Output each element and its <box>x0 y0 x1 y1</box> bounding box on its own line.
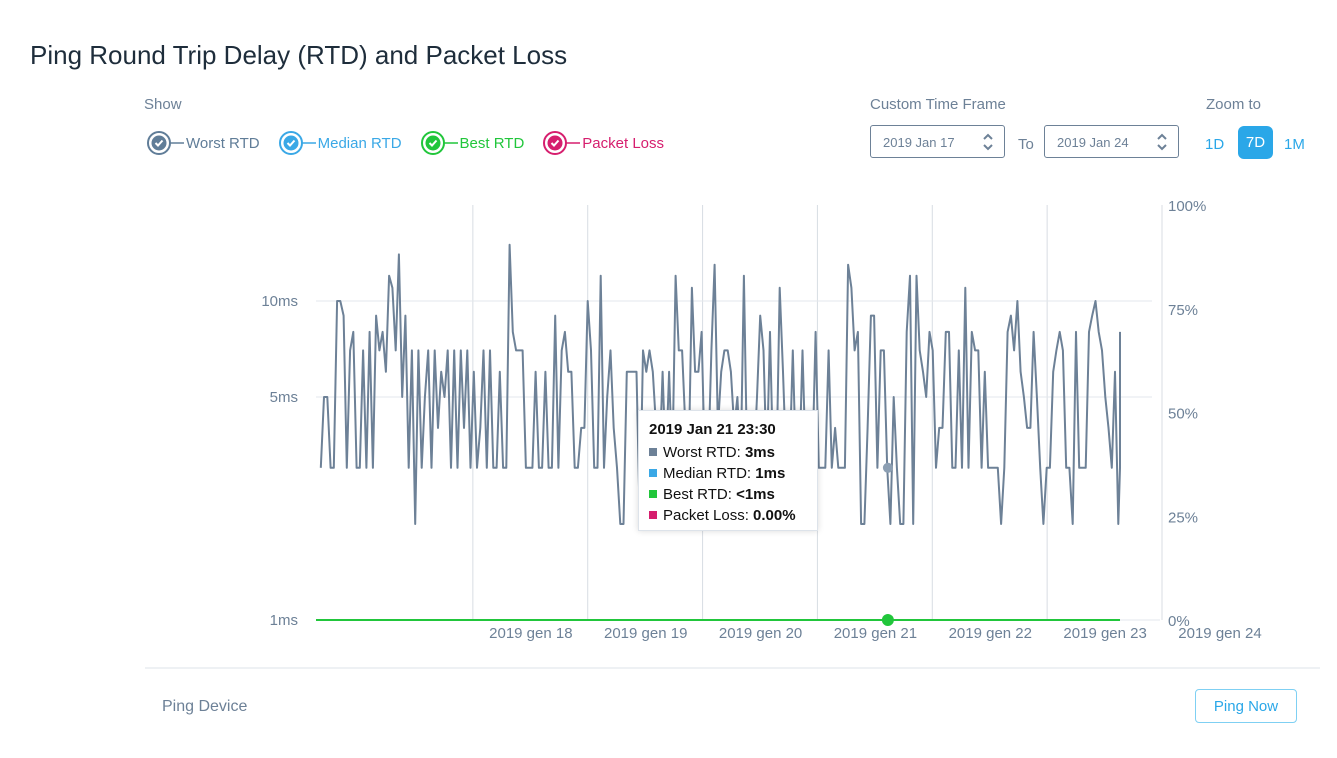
ping-device-label: Ping Device <box>162 698 248 715</box>
y-left-tick-label: 1ms <box>270 612 298 629</box>
spinner-arrows-icon[interactable] <box>1156 132 1168 152</box>
y-right-tick-label: 75% <box>1168 302 1198 319</box>
date-from-value: 2019 Jan 17 <box>883 135 955 150</box>
chart-tooltip: 2019 Jan 21 23:30 Worst RTD: 3ms Median … <box>638 410 818 531</box>
tooltip-swatch <box>649 469 657 478</box>
tooltip-row-value: 1ms <box>755 465 786 482</box>
y-right-tick-label: 0% <box>1168 613 1190 630</box>
y-left-tick-label: 5ms <box>270 389 298 406</box>
x-tick-label: 2019 gen 21 <box>834 625 917 642</box>
ping-now-button[interactable]: Ping Now <box>1195 689 1297 723</box>
tooltip-row-median: Median RTD: 1ms <box>649 463 807 484</box>
tooltip-row-value: <1ms <box>736 486 775 503</box>
legend-label-worst-rtd: Worst RTD <box>186 134 260 152</box>
tooltip-swatch <box>649 490 657 499</box>
date-to-input[interactable]: 2019 Jan 24 <box>1044 125 1179 158</box>
tooltip-title: 2019 Jan 21 23:30 <box>649 421 776 438</box>
x-tick-label: 2019 gen 22 <box>949 625 1032 642</box>
legend-label-median-rtd: Median RTD <box>317 134 402 152</box>
x-tick-label: 2019 gen 23 <box>1063 625 1146 642</box>
date-to-value: 2019 Jan 24 <box>1057 135 1129 150</box>
tooltip-swatch <box>649 511 657 520</box>
show-label: Show <box>144 96 182 113</box>
worst-rtd-line <box>319 243 1121 525</box>
legend-label-packet-loss: Packet Loss <box>582 134 665 152</box>
tooltip-row-label: Packet Loss: <box>663 507 754 524</box>
y-right-tick-label: 100% <box>1168 198 1206 215</box>
x-tick-label: 2019 gen 24 <box>1178 625 1261 642</box>
to-label: To <box>1018 136 1034 153</box>
spinner-arrows-icon[interactable] <box>982 132 994 152</box>
legend-item-packet-loss[interactable]: Packet Loss <box>542 130 664 156</box>
zoom-1d-button[interactable]: 1D <box>1205 136 1225 153</box>
rtd-chart: 2019 gen 18 2019 gen 19 2019 gen 20 2019 ge… <box>261 198 1261 642</box>
check-circle-icon <box>543 131 581 155</box>
x-tick-label: 2019 gen 20 <box>719 625 802 642</box>
y-right-tick-label: 25% <box>1168 509 1198 526</box>
x-tick-label: 2019 gen 19 <box>604 625 687 642</box>
legend-label-best-rtd: Best RTD <box>459 134 525 152</box>
tooltip-swatch <box>649 448 657 457</box>
tooltip-row-value: 0.00% <box>753 507 796 524</box>
legend-item-worst-rtd[interactable]: Worst RTD <box>146 130 260 156</box>
zoom-7d-button[interactable]: 7D <box>1238 126 1273 159</box>
custom-time-frame-label: Custom Time Frame <box>870 96 1006 113</box>
tooltip-row-label: Best RTD: <box>663 486 737 503</box>
divider <box>145 667 1320 669</box>
tooltip-row-value: 3ms <box>744 444 775 461</box>
tooltip-row-label: Median RTD: <box>663 465 756 482</box>
check-circle-icon <box>147 131 184 155</box>
tooltip-row-best: Best RTD: <1ms <box>649 484 807 505</box>
zoom-1m-button[interactable]: 1M <box>1284 136 1305 153</box>
tooltip-row-packet-loss: Packet Loss: 0.00% <box>649 505 807 526</box>
check-circle-icon <box>420 131 458 155</box>
y-left-tick-label: 10ms <box>261 293 298 310</box>
date-from-input[interactable]: 2019 Jan 17 <box>870 125 1005 158</box>
y-right-tick-label: 50% <box>1168 406 1198 423</box>
worst-rtd-marker <box>882 462 893 473</box>
tooltip-row-worst: Worst RTD: 3ms <box>649 442 807 463</box>
x-tick-label: 2019 gen 18 <box>489 625 572 642</box>
tooltip-row-label: Worst RTD: <box>663 444 745 461</box>
legend-item-best-rtd[interactable]: Best RTD <box>420 130 525 156</box>
check-circle-icon <box>278 131 316 155</box>
page-title: Ping Round Trip Delay (RTD) and Packet L… <box>30 40 568 70</box>
zoom-to-label: Zoom to <box>1206 96 1262 113</box>
best-rtd-marker <box>881 614 894 626</box>
legend: Worst RTD Median RTD Best RTD Packet Los… <box>146 130 664 156</box>
legend-item-median-rtd[interactable]: Median RTD <box>278 130 402 156</box>
